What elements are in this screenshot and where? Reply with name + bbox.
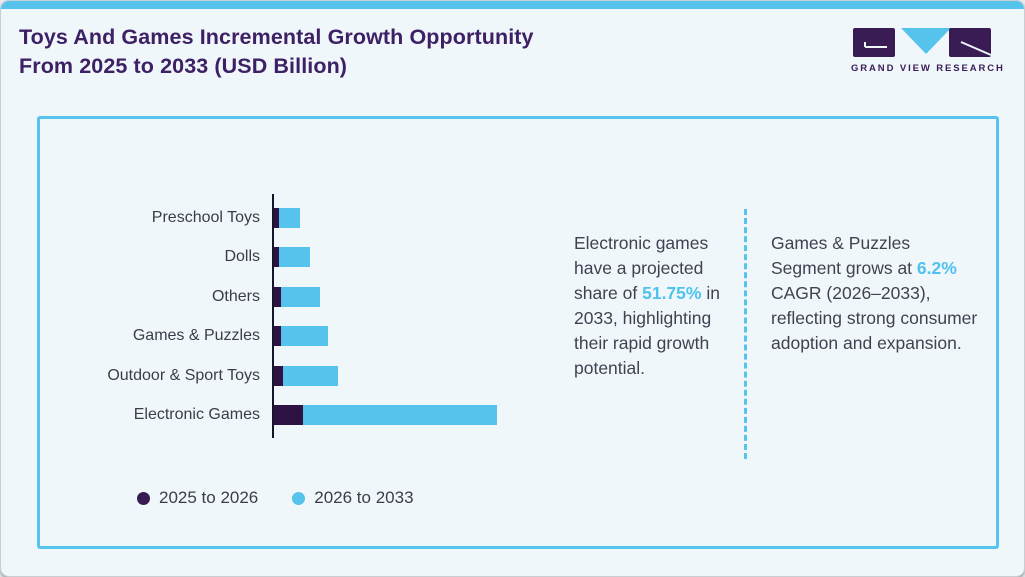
callout-2-text-after: CAGR (2026–2033), reflecting strong cons… bbox=[771, 283, 978, 353]
top-accent-bar bbox=[1, 1, 1024, 9]
dashed-divider bbox=[744, 209, 747, 459]
legend-label-2025-2026: 2025 to 2026 bbox=[159, 488, 259, 507]
chart-row: Games & Puzzles bbox=[84, 317, 524, 357]
bar-segment-2026-2033 bbox=[303, 405, 497, 426]
bar-segment-2025-2026 bbox=[274, 365, 283, 386]
stacked-bar bbox=[274, 247, 310, 268]
stacked-bar bbox=[274, 365, 338, 386]
category-label: Others bbox=[211, 287, 260, 305]
callout-2-text-before: Games & Puzzles Segment grows at bbox=[771, 233, 917, 278]
bar-segment-2025-2026 bbox=[274, 286, 281, 307]
callout-1-text-after: in 2033, highlighting their rapid growth… bbox=[574, 283, 720, 378]
chart-row: Preschool Toys bbox=[84, 198, 524, 238]
stacked-bar bbox=[274, 207, 300, 228]
callout-1-highlight: 51.75% bbox=[642, 283, 702, 303]
legend-item-2026-2033: 2026 to 2033 bbox=[292, 488, 414, 508]
gvr-logo-icon bbox=[853, 28, 992, 57]
stacked-bar bbox=[274, 286, 320, 307]
bar-segment-2025-2026 bbox=[274, 207, 279, 228]
category-label: Preschool Toys bbox=[151, 208, 260, 226]
chart-row: Dolls bbox=[84, 238, 524, 278]
legend-item-2025-2026: 2025 to 2026 bbox=[137, 488, 258, 508]
bar-segment-2025-2026 bbox=[274, 247, 279, 268]
stacked-bar bbox=[274, 326, 328, 347]
gvr-logo: GRAND VIEW RESEARCH bbox=[851, 27, 1005, 74]
chart-panel: Preschool Toys Dolls Others Games & Puzzles… bbox=[37, 116, 999, 549]
legend-label-2026-2033: 2026 to 2033 bbox=[314, 488, 414, 507]
page-title: Toys And Games Incremental Growth Opport… bbox=[19, 23, 534, 80]
category-label: Outdoor & Sport Toys bbox=[107, 366, 260, 384]
bar-segment-2026-2033 bbox=[279, 247, 310, 268]
category-label: Dolls bbox=[224, 248, 260, 266]
category-label: Games & Puzzles bbox=[132, 327, 260, 345]
bar-segment-2025-2026 bbox=[274, 405, 303, 426]
chart-row: Electronic Games bbox=[84, 396, 524, 436]
legend-swatch-blue-icon bbox=[292, 491, 306, 505]
bar-segment-2026-2033 bbox=[281, 286, 320, 307]
chart-row: Outdoor & Sport Toys bbox=[84, 356, 524, 396]
callout-1-text-before: Electronic games have a projected share … bbox=[574, 233, 709, 303]
gvr-logo-text: GRAND VIEW RESEARCH bbox=[851, 63, 1005, 74]
chart-row: Others bbox=[84, 277, 524, 317]
page-title-line1: Toys And Games Incremental Growth Opport… bbox=[19, 25, 534, 49]
stacked-bar bbox=[274, 405, 497, 426]
legend-swatch-purple-icon bbox=[137, 491, 150, 505]
chart-legend: 2025 to 2026 2026 to 2033 bbox=[137, 488, 414, 508]
bar-segment-2026-2033 bbox=[283, 365, 338, 386]
chart-axis-line bbox=[272, 194, 274, 438]
callout-2-highlight: 6.2% bbox=[916, 258, 957, 278]
page-title-line2: From 2025 to 2033 (USD Billion) bbox=[19, 53, 348, 78]
bar-chart: Preschool Toys Dolls Others Games & Puzzles… bbox=[84, 198, 524, 435]
callout-electronic-games: Electronic games have a projected share … bbox=[574, 231, 736, 381]
bar-segment-2025-2026 bbox=[274, 326, 281, 347]
callout-games-puzzles: Games & Puzzles Segment grows at 6.2% CA… bbox=[771, 231, 983, 356]
category-label: Electronic Games bbox=[133, 406, 260, 424]
bar-segment-2026-2033 bbox=[279, 207, 300, 228]
bar-segment-2026-2033 bbox=[281, 326, 328, 347]
